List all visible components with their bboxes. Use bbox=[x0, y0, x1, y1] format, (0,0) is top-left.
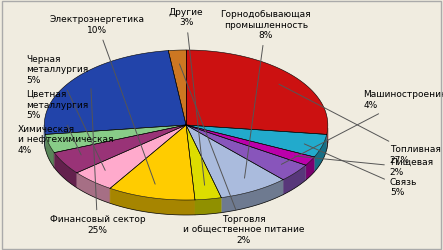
Text: Торговля
и общественное питание
2%: Торговля и общественное питание 2% bbox=[179, 64, 304, 245]
Polygon shape bbox=[44, 50, 186, 134]
Text: Топливная
27%: Топливная 27% bbox=[279, 84, 441, 165]
Text: Черная
металлургия
5%: Черная металлургия 5% bbox=[27, 55, 105, 170]
Polygon shape bbox=[306, 157, 315, 180]
Polygon shape bbox=[110, 188, 195, 215]
Text: Химическая
и нефтехимическая
4%: Химическая и нефтехимическая 4% bbox=[18, 125, 113, 155]
Polygon shape bbox=[283, 165, 306, 195]
Polygon shape bbox=[186, 50, 328, 134]
Polygon shape bbox=[44, 125, 46, 150]
Polygon shape bbox=[186, 125, 315, 165]
Polygon shape bbox=[54, 125, 186, 173]
Polygon shape bbox=[77, 125, 186, 188]
Polygon shape bbox=[186, 125, 283, 198]
Text: Горнодобывающая
промышленность
8%: Горнодобывающая промышленность 8% bbox=[221, 10, 311, 178]
Text: Финансовый сектор
25%: Финансовый сектор 25% bbox=[50, 89, 145, 235]
Text: Другие
3%: Другие 3% bbox=[169, 8, 205, 185]
Polygon shape bbox=[110, 125, 195, 200]
Text: Пищевая
2%: Пищевая 2% bbox=[295, 156, 433, 177]
Polygon shape bbox=[186, 125, 306, 180]
Polygon shape bbox=[195, 198, 222, 215]
Polygon shape bbox=[326, 128, 328, 150]
Polygon shape bbox=[315, 134, 326, 172]
Polygon shape bbox=[168, 50, 186, 125]
Text: Связь
5%: Связь 5% bbox=[304, 144, 417, 197]
Text: Электроэнергетика
10%: Электроэнергетика 10% bbox=[50, 15, 155, 184]
Polygon shape bbox=[46, 134, 54, 168]
Polygon shape bbox=[46, 125, 186, 152]
Polygon shape bbox=[77, 173, 110, 203]
Text: Машиностроение
4%: Машиностроение 4% bbox=[281, 90, 443, 164]
Polygon shape bbox=[186, 125, 326, 157]
Text: Цветная
металлургия
5%: Цветная металлургия 5% bbox=[27, 90, 89, 155]
Polygon shape bbox=[54, 152, 77, 188]
Polygon shape bbox=[186, 125, 222, 200]
Polygon shape bbox=[222, 180, 283, 213]
